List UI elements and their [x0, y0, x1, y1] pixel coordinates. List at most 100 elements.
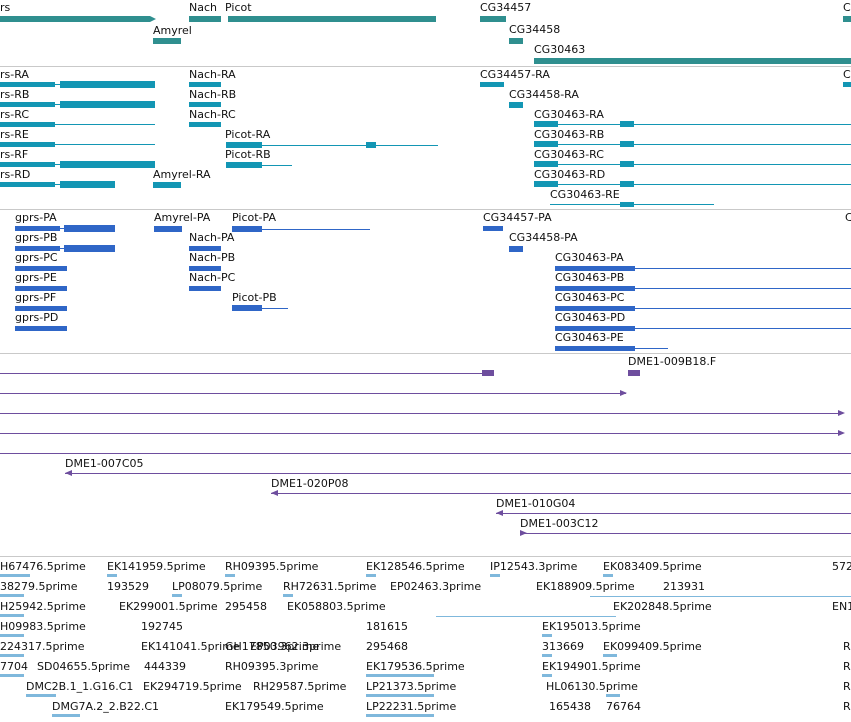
- est-label[interactable]: DMG7A.2_2.B22.C1: [52, 700, 160, 713]
- est-label[interactable]: RH29587.5prime: [253, 680, 347, 693]
- est-label[interactable]: LP21373.5prime: [366, 680, 457, 693]
- est-label[interactable]: EK099409.5prime: [603, 640, 702, 653]
- est-label[interactable]: R: [843, 640, 851, 653]
- transcript-feature[interactable]: [534, 121, 558, 127]
- est-label[interactable]: 38279.5prime: [0, 580, 78, 593]
- transcript-feature[interactable]: [0, 182, 55, 187]
- est-label[interactable]: EK294719.5prime: [143, 680, 242, 693]
- protein-label[interactable]: gprs-PE: [15, 271, 57, 284]
- est-label[interactable]: LP08079.5prime: [172, 580, 263, 593]
- transcript-feature[interactable]: [620, 181, 634, 187]
- gene-label[interactable]: CG34458: [509, 23, 561, 36]
- transcript-label[interactable]: Amyrel-RA: [153, 168, 211, 181]
- transcript-feature[interactable]: [226, 162, 262, 168]
- protein-feature[interactable]: [232, 226, 262, 232]
- clone-label[interactable]: DME1-009B18.F: [628, 355, 717, 368]
- est-label[interactable]: 295458: [225, 600, 267, 613]
- est-feature[interactable]: [366, 714, 434, 717]
- est-label[interactable]: EK058803.5prime: [287, 600, 386, 613]
- est-label[interactable]: 572: [832, 560, 851, 573]
- transcript-feature[interactable]: [60, 181, 115, 188]
- gene-label[interactable]: CG34457: [480, 1, 532, 14]
- transcript-label[interactable]: CG30463-RC: [534, 148, 604, 161]
- clone-label[interactable]: DME1-010G04: [496, 497, 576, 510]
- protein-label[interactable]: CG34458-PA: [509, 231, 578, 244]
- gene-label[interactable]: Amyrel: [153, 24, 192, 37]
- clone-arrow[interactable]: [520, 530, 527, 536]
- est-feature[interactable]: [26, 694, 56, 697]
- est-label[interactable]: EK194901.5prime: [542, 660, 641, 673]
- transcript-label[interactable]: C: [843, 68, 851, 81]
- est-label[interactable]: 76764: [606, 700, 641, 713]
- transcript-feature[interactable]: [153, 182, 181, 188]
- transcript-feature[interactable]: [620, 161, 634, 167]
- protein-label[interactable]: CG30463-PA: [555, 251, 624, 264]
- clone-arrow[interactable]: [620, 390, 627, 396]
- protein-feature[interactable]: [154, 226, 182, 232]
- est-label[interactable]: 165438: [549, 700, 591, 713]
- est-label[interactable]: R: [843, 660, 851, 673]
- transcript-label[interactable]: rs-RD: [0, 168, 31, 181]
- est-label[interactable]: LP22231.5prime: [366, 700, 457, 713]
- transcript-feature[interactable]: [189, 122, 221, 127]
- protein-label[interactable]: CG34457-PA: [483, 211, 552, 224]
- protein-label[interactable]: CG30463-PB: [555, 271, 625, 284]
- est-label[interactable]: EK141959.5prime: [107, 560, 206, 573]
- est-label[interactable]: EK141041.5prime: [141, 640, 240, 653]
- gene-feature[interactable]: [228, 16, 436, 22]
- transcript-feature[interactable]: [0, 122, 55, 127]
- gene-feature[interactable]: [480, 16, 506, 22]
- transcript-label[interactable]: rs-RB: [0, 88, 30, 101]
- transcript-feature[interactable]: [0, 102, 55, 107]
- est-feature[interactable]: [542, 674, 552, 677]
- transcript-label[interactable]: rs-RE: [0, 128, 29, 141]
- protein-label[interactable]: CG30463-PC: [555, 291, 625, 304]
- est-label[interactable]: EK299001.5prime: [119, 600, 218, 613]
- transcript-feature[interactable]: [226, 142, 262, 148]
- protein-feature[interactable]: [15, 306, 67, 311]
- est-feature[interactable]: [366, 574, 376, 577]
- est-label[interactable]: EN1: [832, 600, 851, 613]
- est-label[interactable]: RH72631.5prime: [283, 580, 377, 593]
- transcript-feature[interactable]: [0, 162, 55, 167]
- transcript-label[interactable]: Picot-RB: [225, 148, 271, 161]
- gene-label[interactable]: CG30463: [534, 43, 586, 56]
- gene-feature[interactable]: [843, 16, 851, 22]
- protein-label[interactable]: C: [845, 211, 851, 224]
- protein-label[interactable]: Amyrel-PA: [154, 211, 211, 224]
- protein-feature[interactable]: [189, 266, 221, 271]
- protein-feature[interactable]: [64, 245, 115, 252]
- transcript-feature[interactable]: [60, 101, 155, 108]
- protein-feature[interactable]: [15, 266, 67, 271]
- gene-feature[interactable]: [153, 38, 181, 44]
- est-label[interactable]: R: [843, 700, 851, 713]
- protein-feature[interactable]: [555, 306, 635, 311]
- transcript-label[interactable]: Nach-RB: [189, 88, 237, 101]
- gene-feature[interactable]: [534, 58, 851, 64]
- transcript-feature[interactable]: [620, 121, 634, 127]
- protein-feature[interactable]: [15, 226, 60, 231]
- est-feature[interactable]: [0, 654, 24, 657]
- protein-label[interactable]: CG30463-PE: [555, 331, 624, 344]
- est-label[interactable]: RH09395.5prime: [225, 560, 319, 573]
- est-label[interactable]: 193529: [107, 580, 149, 593]
- transcript-label[interactable]: CG30463-RD: [534, 168, 606, 181]
- est-feature[interactable]: [603, 654, 617, 657]
- transcript-label[interactable]: Picot-RA: [225, 128, 271, 141]
- clone-arrow[interactable]: [838, 410, 845, 416]
- transcript-label[interactable]: CG30463-RA: [534, 108, 604, 121]
- est-label[interactable]: 295468: [366, 640, 408, 653]
- gene-label[interactable]: rs: [0, 1, 11, 14]
- transcript-feature[interactable]: [509, 102, 523, 108]
- transcript-feature[interactable]: [843, 82, 851, 87]
- est-feature[interactable]: [283, 594, 293, 597]
- gene-label[interactable]: C: [843, 1, 851, 14]
- protein-feature[interactable]: [232, 305, 262, 311]
- est-label[interactable]: EK195013.5prime: [542, 620, 641, 633]
- est-feature[interactable]: [542, 654, 552, 657]
- est-label[interactable]: 192745: [141, 620, 183, 633]
- est-feature[interactable]: [542, 634, 552, 637]
- est-feature[interactable]: [0, 674, 24, 677]
- est-label[interactable]: SD04655.5prime: [37, 660, 130, 673]
- est-feature[interactable]: [0, 614, 24, 617]
